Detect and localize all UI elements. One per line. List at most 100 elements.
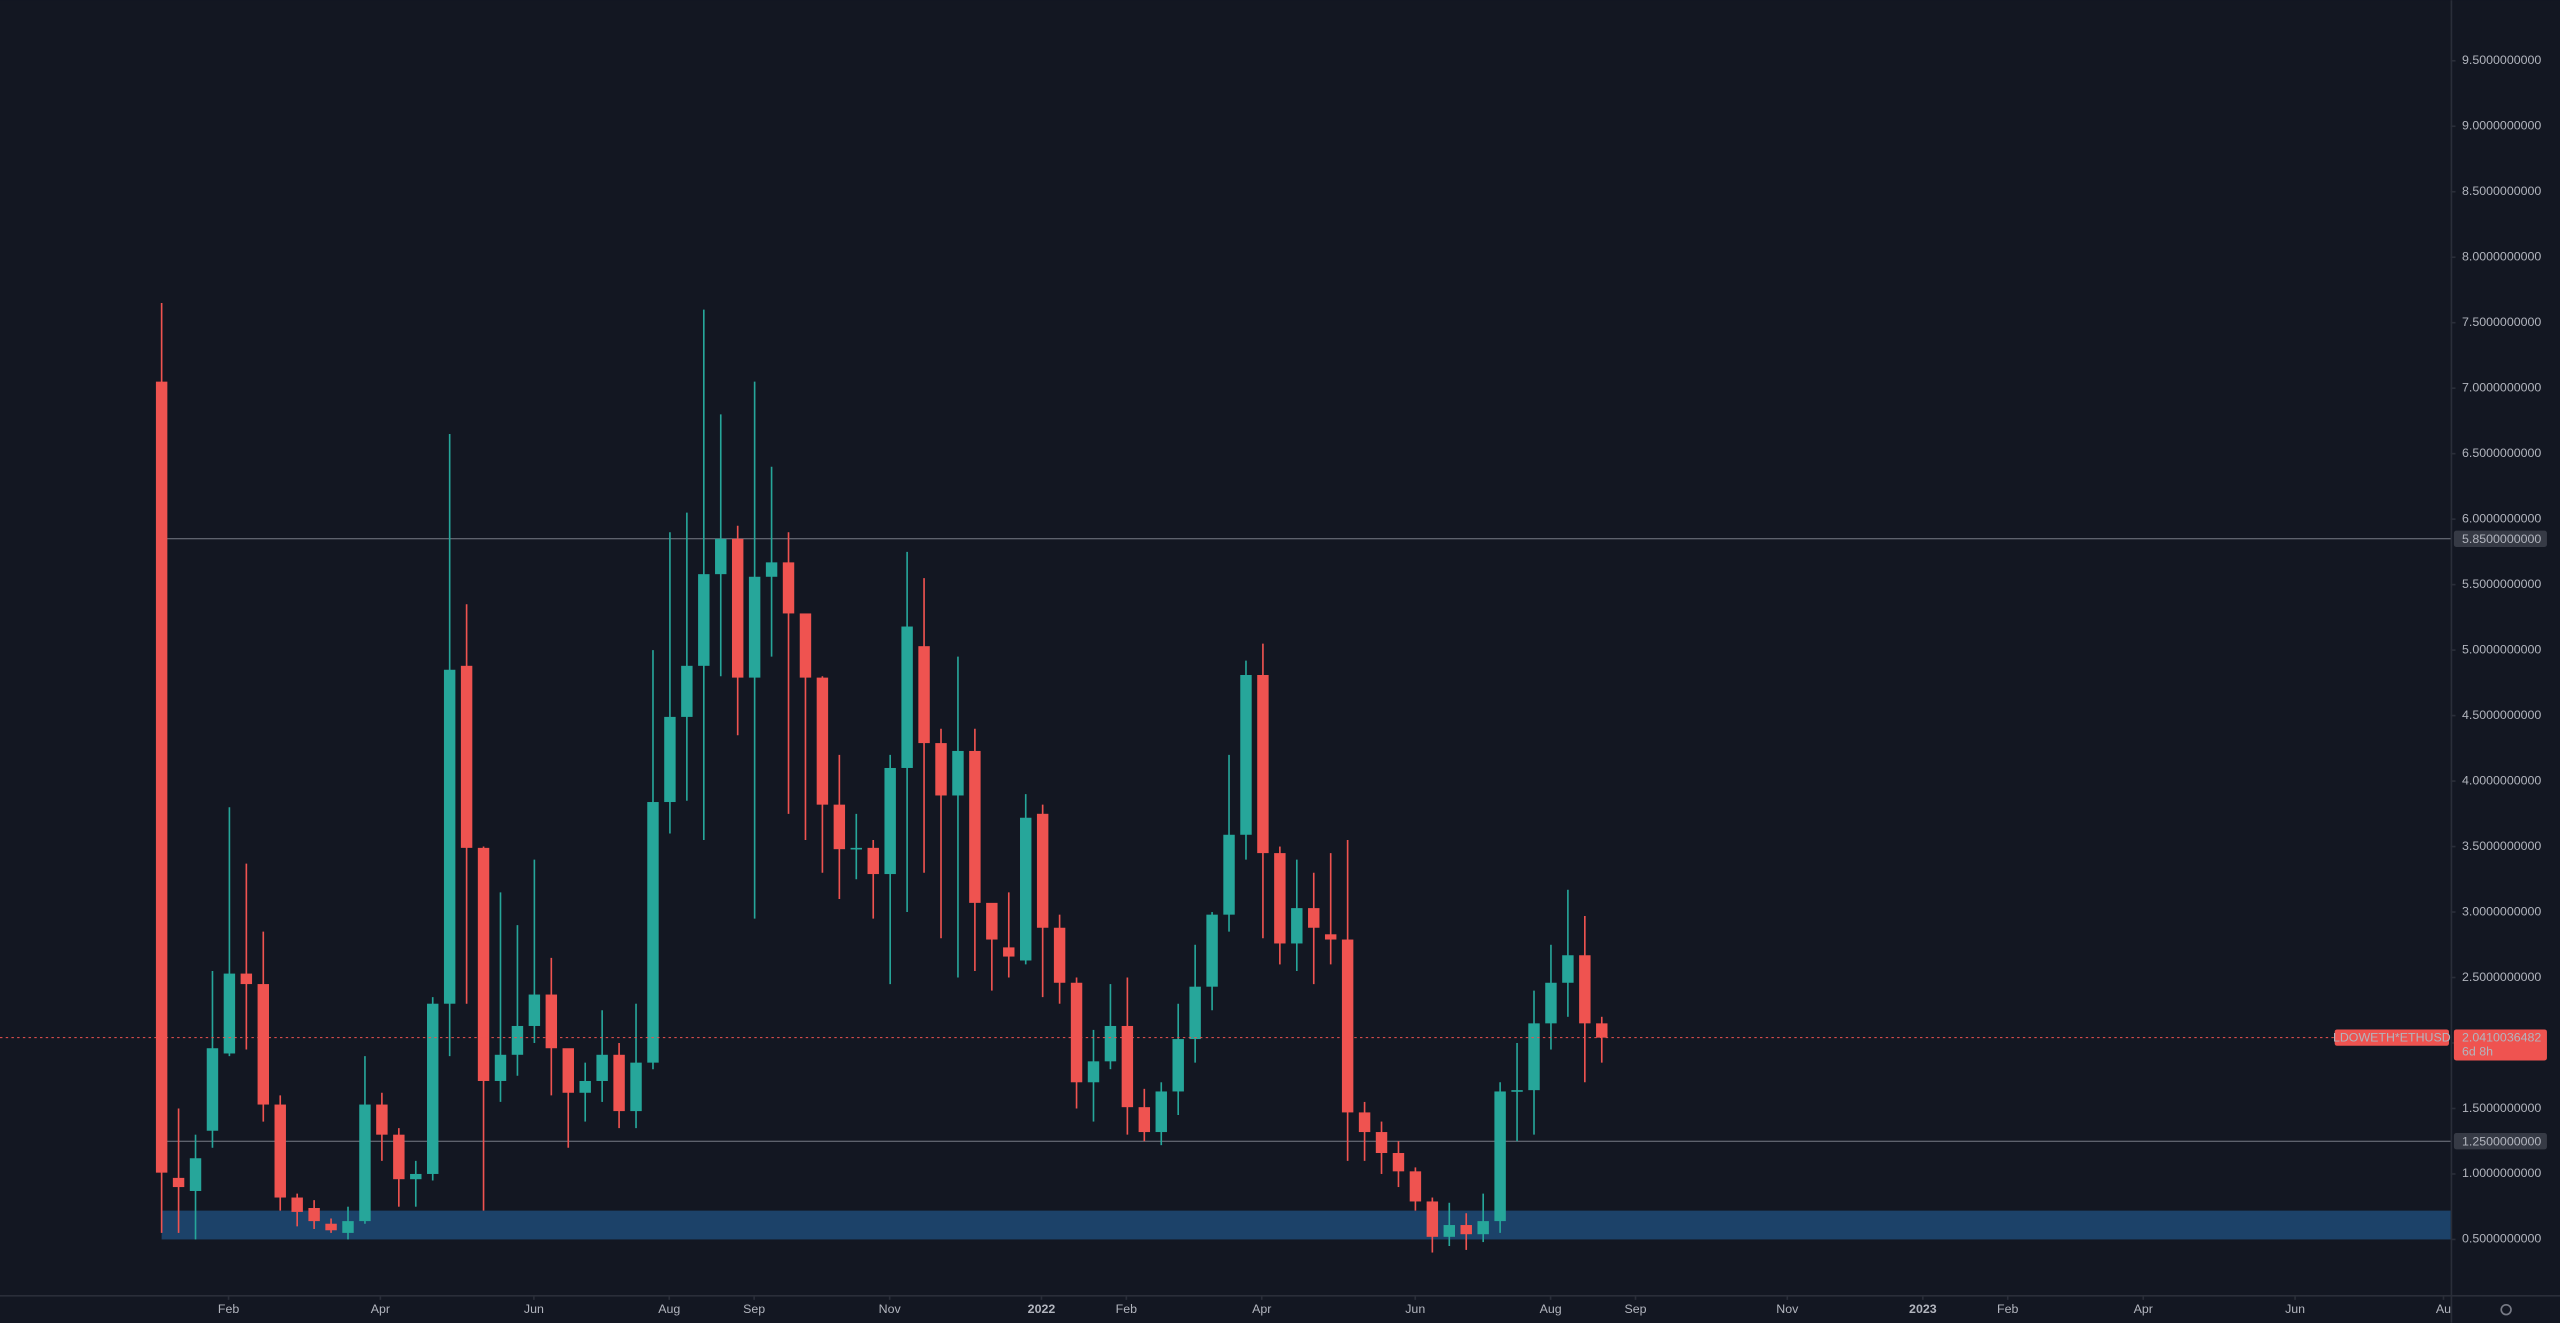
candle-body bbox=[545, 994, 558, 1049]
x-tick-label: Sep bbox=[743, 1302, 765, 1316]
y-tick-label: 7.5000000000 bbox=[2462, 315, 2541, 329]
candle-body bbox=[172, 1177, 185, 1188]
candle-body bbox=[1545, 982, 1557, 1024]
y-tick-label: 1.5000000000 bbox=[2462, 1101, 2541, 1115]
candle-body bbox=[325, 1223, 337, 1231]
candle-body bbox=[1562, 955, 1574, 983]
candle-body bbox=[1206, 914, 1218, 987]
candle-body bbox=[1341, 939, 1354, 1113]
x-tick-label: 2023 bbox=[1909, 1302, 1937, 1316]
y-tick-label: 9.0000000000 bbox=[2462, 119, 2541, 133]
candle-body bbox=[1070, 982, 1083, 1083]
candle-body bbox=[1240, 674, 1252, 835]
candle-body bbox=[1426, 1201, 1439, 1237]
candle-body bbox=[274, 1104, 286, 1198]
candle-body bbox=[427, 1003, 439, 1174]
candle-body bbox=[1494, 1091, 1506, 1222]
candle-body bbox=[816, 677, 829, 805]
candle-body bbox=[1579, 955, 1591, 1024]
x-tick-label: Feb bbox=[218, 1302, 239, 1316]
y-tick-label: 6.0000000000 bbox=[2462, 511, 2541, 525]
candle-body bbox=[901, 626, 913, 768]
x-tick-label: Apr bbox=[1252, 1302, 1271, 1316]
candle-body bbox=[1308, 908, 1320, 928]
y-tick-label: 4.5000000000 bbox=[2462, 708, 2541, 722]
candle-body bbox=[1121, 1025, 1134, 1108]
candle-body bbox=[935, 743, 947, 796]
candle-body bbox=[155, 381, 168, 1173]
x-tick-label: Feb bbox=[1116, 1302, 1137, 1316]
x-tick-label: Apr bbox=[371, 1302, 390, 1316]
candle-body bbox=[1291, 908, 1303, 944]
candle-body bbox=[833, 804, 846, 850]
candle-body bbox=[1596, 1023, 1608, 1038]
y-tick-label: 5.0000000000 bbox=[2462, 642, 2541, 656]
candle-body bbox=[477, 847, 490, 1081]
x-tick-label: Nov bbox=[1776, 1302, 1799, 1316]
candle-body bbox=[1274, 853, 1286, 944]
symbol-label-box bbox=[2334, 1029, 2449, 1046]
last-price-box bbox=[2453, 1029, 2547, 1061]
x-tick-label: Au bbox=[2436, 1302, 2451, 1316]
x-tick-label: Sep bbox=[1624, 1302, 1646, 1316]
candle-body bbox=[562, 1048, 574, 1093]
x-tick-label: Aug bbox=[658, 1302, 680, 1316]
candle-body bbox=[359, 1104, 371, 1222]
candle-body bbox=[765, 562, 778, 577]
x-tick-label: Aug bbox=[1540, 1302, 1562, 1316]
candle-body bbox=[918, 646, 930, 744]
candle-body bbox=[1020, 817, 1032, 961]
candle-body bbox=[1104, 1025, 1117, 1062]
candle-body bbox=[867, 847, 879, 875]
candle-body bbox=[1392, 1153, 1405, 1172]
candle-body bbox=[986, 902, 998, 940]
candle-body bbox=[664, 716, 676, 803]
candle-body bbox=[1053, 927, 1066, 983]
y-tick-label: 8.5000000000 bbox=[2462, 184, 2541, 198]
candle-body bbox=[291, 1197, 303, 1212]
candle-body bbox=[1358, 1112, 1371, 1133]
y-tick-label: 0.5000000000 bbox=[2462, 1232, 2541, 1246]
candle-body bbox=[579, 1080, 591, 1093]
candle-body bbox=[443, 669, 456, 1004]
candle-body bbox=[1511, 1090, 1523, 1092]
candle-body bbox=[410, 1173, 422, 1180]
gear[interactable] bbox=[2500, 1303, 2512, 1316]
candle-body bbox=[393, 1134, 405, 1180]
candle-body bbox=[1257, 674, 1269, 854]
level-label-box bbox=[2453, 530, 2547, 547]
candle-body bbox=[1409, 1171, 1422, 1202]
candle-body bbox=[1189, 986, 1201, 1040]
y-tick-label: 1.0000000000 bbox=[2462, 1166, 2541, 1180]
candle-body bbox=[1375, 1132, 1388, 1154]
x-tick-label: 2022 bbox=[1028, 1302, 1056, 1316]
candle-body bbox=[647, 802, 659, 1063]
candle-body bbox=[969, 750, 981, 903]
candle-body bbox=[748, 576, 761, 678]
x-tick-label: Apr bbox=[2134, 1302, 2153, 1316]
candle-body bbox=[1155, 1091, 1167, 1133]
candle-body bbox=[1528, 1023, 1540, 1091]
level-label: 5.8500000000 bbox=[2462, 532, 2541, 546]
candle-body bbox=[698, 574, 710, 666]
y-tick-label: 2.5000000000 bbox=[2462, 970, 2541, 984]
settings-icon[interactable] bbox=[2500, 1303, 2512, 1316]
x-tick-label: Jun bbox=[2285, 1302, 2305, 1316]
candle-body bbox=[1460, 1225, 1472, 1235]
y-tick-label: 3.0000000000 bbox=[2462, 904, 2541, 918]
candle-body bbox=[240, 973, 253, 985]
level-label: 1.2500000000 bbox=[2462, 1134, 2541, 1148]
candle-body bbox=[460, 665, 473, 848]
x-tick-label: Jun bbox=[1405, 1302, 1425, 1316]
candle-body bbox=[1324, 934, 1337, 940]
candle-body bbox=[1443, 1225, 1456, 1237]
candle-body bbox=[596, 1054, 608, 1081]
x-tick-label: Feb bbox=[1997, 1302, 2018, 1316]
candle-body bbox=[494, 1054, 507, 1081]
y-tick-label: 8.0000000000 bbox=[2462, 250, 2541, 264]
candle-body bbox=[189, 1158, 202, 1191]
candle-body bbox=[257, 984, 270, 1105]
candle-body bbox=[528, 994, 541, 1026]
y-tick-label: 3.5000000000 bbox=[2462, 839, 2541, 853]
